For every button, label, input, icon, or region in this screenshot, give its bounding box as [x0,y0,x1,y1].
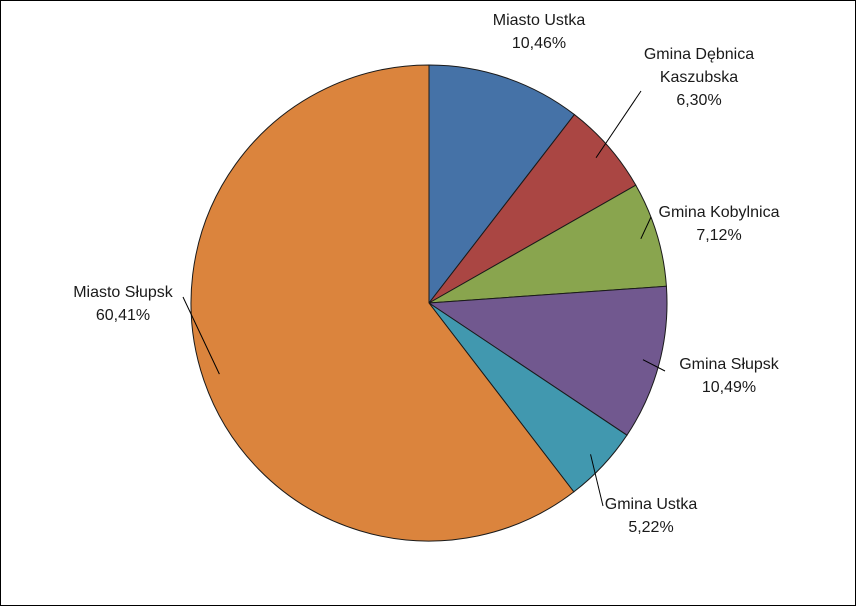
slice-name: Kaszubska [660,69,738,86]
pie-slice-miasto-slupsk [190,64,575,542]
leader-lines [182,90,666,507]
slice-percent: 10,46% [512,35,566,52]
data-label-miasto-ustka: Miasto Ustka 10,46% [493,12,586,52]
pie-slice-miasto-ustka [428,64,576,305]
slice-name: Gmina Kobylnica [659,204,780,221]
leader-line-miasto-slupsk [182,296,220,375]
leader-line-gmina-slupsk [642,359,666,372]
slice-name: Miasto Ustka [493,12,586,29]
slice-percent: 5,22% [628,519,673,536]
data-label-gmina-kobylnica: Gmina Kobylnica 7,12% [659,204,780,244]
leader-line-gmina-debnica-kaszubska [595,90,642,159]
slice-name: Miasto Słupsk [73,284,174,301]
slice-percent: 60,41% [96,307,150,324]
leader-line-gmina-kobylnica [640,216,652,240]
pie-slice-gmina-slupsk [427,285,668,436]
leader-line-gmina-ustka [590,454,604,507]
data-labels: Miasto Ustka 10,46% Gmina Dębnica Kaszubska… [73,12,780,536]
data-label-miasto-slupsk: Miasto Słupsk 60,41% [73,284,174,324]
pie-slice-gmina-kobylnica [428,184,667,304]
slice-percent: 6,30% [676,92,721,109]
slice-percent: 10,49% [702,379,756,396]
data-label-gmina-debnica-kaszubska: Gmina Dębnica Kaszubska 6,30% [644,46,754,109]
slice-name: Gmina Ustka [605,496,698,513]
data-label-gmina-slupsk: Gmina Słupsk 10,49% [679,356,780,396]
pie-slices [190,64,668,542]
slice-name: Gmina Dębnica [644,46,754,63]
data-label-gmina-ustka: Gmina Ustka 5,22% [605,496,698,536]
slice-name: Gmina Słupsk [679,356,780,373]
slice-percent: 7,12% [696,227,741,244]
